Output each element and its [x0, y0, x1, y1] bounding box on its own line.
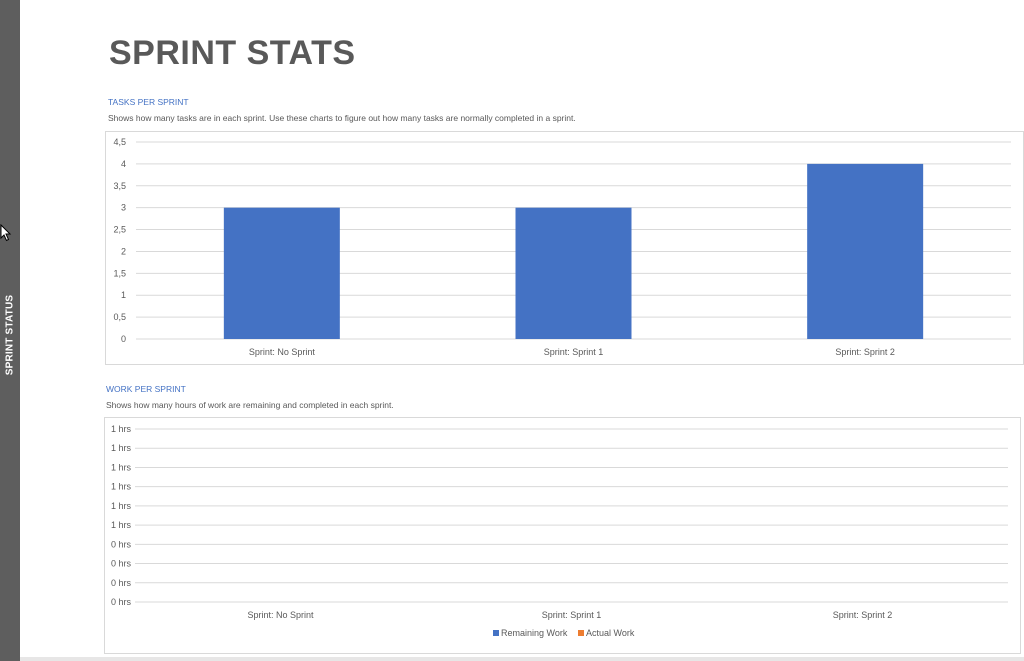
legend-swatch: [578, 630, 584, 636]
y-tick-label: 1 hrs: [111, 443, 132, 453]
side-tab-label: SPRINT STATUS: [4, 294, 16, 376]
y-tick-label: 0 hrs: [111, 597, 132, 607]
y-tick-label: 1 hrs: [111, 424, 132, 434]
x-tick-label: Sprint: Sprint 2: [835, 347, 895, 357]
y-tick-label: 4: [121, 159, 126, 169]
y-tick-label: 3: [121, 203, 126, 213]
tasks-per-sprint-title: TASKS PER SPRINT: [108, 97, 189, 107]
y-tick-label: 2,5: [113, 225, 126, 235]
tasks-per-sprint-chart: 0 0,5 1 1,5 2 2,5 3 3,5 4 4,5 Sprint: No Sprint Spr…: [113, 137, 1011, 357]
y-tick-label: 0 hrs: [111, 578, 132, 588]
y-tick-label: 2: [121, 246, 126, 256]
y-tick-label: 0 hrs: [111, 559, 132, 569]
tasks-chart-area[interactable]: 0 0,5 1 1,5 2 2,5 3 3,5 4 4,5 Sprint: No Sprint Spr…: [105, 131, 1024, 365]
work-per-sprint-title: WORK PER SPRINT: [106, 384, 186, 394]
legend-label: Remaining Work: [501, 628, 568, 638]
y-tick-label: 1 hrs: [111, 462, 132, 472]
y-tick-label: 3,5: [113, 181, 126, 191]
bar: [807, 163, 924, 339]
y-tick-label: 4,5: [113, 137, 126, 147]
work-per-sprint-description: Shows how many hours of work are remaini…: [106, 400, 394, 410]
x-tick-label: Sprint: Sprint 1: [542, 610, 602, 620]
y-tick-label: 0 hrs: [111, 539, 132, 549]
legend-swatch: [493, 630, 499, 636]
work-chart-area[interactable]: 0 hrs 0 hrs 0 hrs 0 hrs 1 hrs 1 hrs 1 hrs 1 hrs…: [104, 417, 1021, 654]
legend-label: Actual Work: [586, 628, 635, 638]
sprint-status-side-tab[interactable]: SPRINT STATUS: [0, 0, 20, 661]
tasks-per-sprint-description: Shows how many tasks are in each sprint.…: [108, 113, 576, 123]
page-title: SPRINT STATS: [109, 34, 356, 72]
x-tick-label: Sprint: No Sprint: [247, 610, 314, 620]
y-tick-label: 1: [121, 290, 126, 300]
y-tick-label: 1,5: [113, 268, 126, 278]
x-tick-label: Sprint: Sprint 2: [833, 610, 893, 620]
x-tick-label: Sprint: No Sprint: [249, 347, 316, 357]
bar: [515, 207, 632, 339]
mouse-cursor-icon: [0, 224, 12, 242]
work-per-sprint-chart: 0 hrs 0 hrs 0 hrs 0 hrs 1 hrs 1 hrs 1 hrs 1 hrs…: [111, 424, 1008, 638]
y-tick-label: 1 hrs: [111, 501, 132, 511]
x-tick-label: Sprint: Sprint 1: [544, 347, 604, 357]
bar: [223, 207, 340, 339]
y-tick-label: 0: [121, 334, 126, 344]
y-tick-label: 0,5: [113, 312, 126, 322]
y-tick-label: 1 hrs: [111, 520, 132, 530]
y-tick-label: 1 hrs: [111, 482, 132, 492]
bottom-divider: [20, 657, 1024, 661]
